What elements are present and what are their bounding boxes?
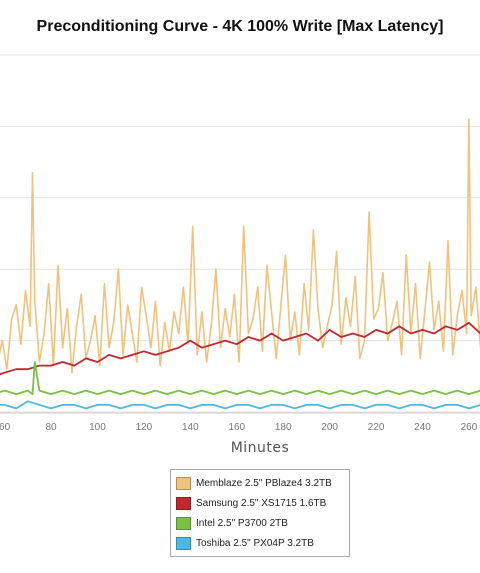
legend-swatch (176, 476, 191, 490)
series-line-1 (0, 118, 480, 374)
x-tick-label: 140 (182, 422, 199, 433)
x-tick-label: 220 (368, 422, 385, 433)
x-tick-label: 240 (414, 422, 431, 433)
grid-lines (0, 54, 480, 414)
legend-item-1[interactable]: Memblaze 2.5" PBlaze4 3.2TB (171, 473, 349, 493)
series-line-3 (0, 361, 480, 396)
x-tick-label: 120 (136, 422, 153, 433)
legend-item-3[interactable]: Intel 2.5" P3700 2TB (171, 513, 349, 533)
x-tick-label: 80 (45, 422, 57, 433)
legend-label: Intel 2.5" P3700 2TB (196, 517, 288, 529)
legend-label: Samsung 2.5" XS1715 1.6TB (196, 497, 327, 509)
legend: Memblaze 2.5" PBlaze4 3.2TB Samsung 2.5" … (170, 469, 350, 557)
series-lines (0, 118, 480, 410)
legend-label: Memblaze 2.5" PBlaze4 3.2TB (196, 477, 332, 489)
legend-item-4[interactable]: Toshiba 2.5" PX04P 3.2TB (171, 533, 349, 553)
legend-swatch (176, 516, 191, 530)
x-tick-label: 180 (275, 422, 292, 433)
legend-swatch (176, 496, 191, 510)
x-tick-label: 60 (0, 422, 11, 433)
legend-swatch (176, 536, 191, 550)
x-tick-label: 260 (461, 422, 478, 433)
x-tick-label: 160 (228, 422, 245, 433)
x-tick-labels: 6080100120140160180200220240260280 (0, 422, 478, 433)
legend-label: Toshiba 2.5" PX04P 3.2TB (196, 537, 314, 549)
x-tick-label: 200 (321, 422, 338, 433)
x-tick-label: 100 (89, 422, 106, 433)
legend-item-2[interactable]: Samsung 2.5" XS1715 1.6TB (171, 493, 349, 513)
x-axis-label: Minutes (230, 440, 290, 456)
series-line-2 (0, 321, 480, 376)
chart-title: Preconditioning Curve - 4K 100% Write [M… (36, 18, 444, 35)
series-line-4 (0, 400, 480, 410)
